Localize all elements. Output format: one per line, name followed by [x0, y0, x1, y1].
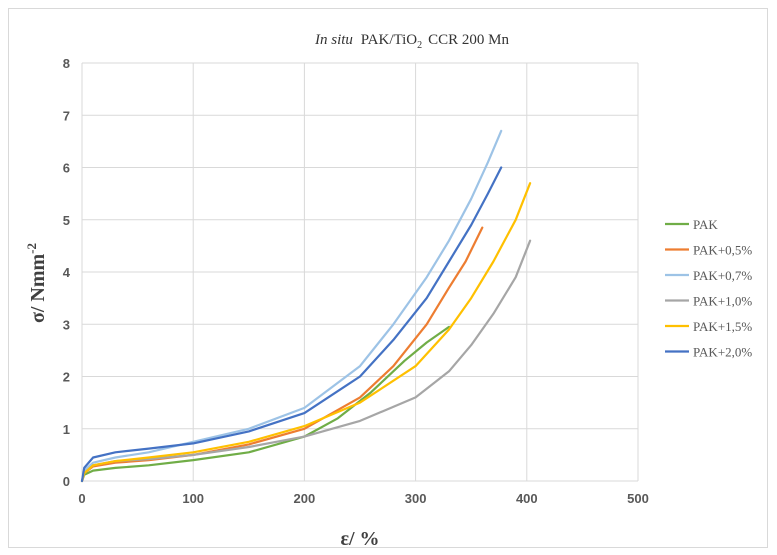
chart-title-italic: In situ [314, 32, 353, 48]
x-tick-label: 100 [182, 491, 204, 506]
legend-label: PAK [693, 217, 718, 232]
legend: PAK PAK+0,5% PAK+0,7% PAK+1,0% PAK+1,5% PAK+2… [665, 217, 752, 360]
chart-title: In situ PAK/TiO2 CCR 200 Mn [314, 32, 509, 51]
y-tick-label: 6 [63, 161, 70, 176]
x-tick-label: 400 [516, 491, 538, 506]
x-tick-label: 500 [627, 491, 649, 506]
x-tick-labels: 0 100 200 300 400 500 [78, 491, 648, 506]
series-lines [80, 129, 532, 483]
y-tick-label: 8 [63, 56, 70, 71]
legend-label: PAK+1,5% [693, 319, 752, 334]
y-tick-labels: 0 1 2 3 4 5 6 7 8 [63, 56, 71, 489]
x-tick-label: 0 [78, 491, 85, 506]
x-axis-title: ε/ % [340, 528, 379, 550]
legend-label: PAK+2,0% [693, 345, 752, 360]
gridlines [81, 62, 639, 482]
y-tick-label: 3 [63, 317, 70, 332]
y-axis-title-superscript: -2 [24, 243, 39, 254]
series-line-2 [80, 129, 503, 483]
x-tick-label: 300 [405, 491, 427, 506]
y-tick-label: 4 [63, 265, 71, 280]
chart-title-main: PAK/TiO [361, 32, 418, 48]
y-axis-title-main: σ/ Nmm [27, 253, 49, 323]
series-line-3 [80, 239, 532, 483]
y-tick-label: 7 [63, 108, 70, 123]
y-tick-label: 0 [63, 474, 70, 489]
series-line-0 [80, 325, 451, 483]
legend-label: PAK+1,0% [693, 294, 752, 309]
y-tick-label: 1 [63, 422, 70, 437]
chart-title-rest: CCR 200 Mn [428, 32, 509, 48]
y-tick-label: 2 [63, 370, 70, 385]
series-line-1 [80, 226, 484, 483]
chart-frame [8, 8, 768, 548]
x-tick-label: 200 [294, 491, 316, 506]
legend-label: PAK+0,7% [693, 268, 752, 283]
legend-label: PAK+0,5% [693, 243, 752, 258]
y-tick-label: 5 [63, 213, 70, 228]
y-axis-title: σ/ Nmm-2 [24, 243, 49, 323]
series-line-5 [80, 166, 503, 483]
chart-title-subscript: 2 [417, 40, 422, 51]
series-line-4 [80, 182, 532, 483]
